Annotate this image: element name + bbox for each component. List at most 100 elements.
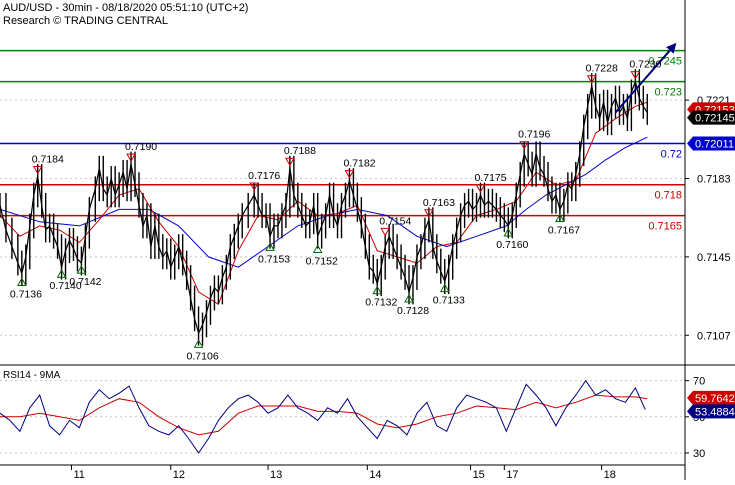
price-badge-text: 0.72145 <box>695 113 735 125</box>
rsi-tick-label: 30 <box>693 448 705 460</box>
swing-high-label: 0.7230 <box>629 59 661 71</box>
price-badge: 0.72145 <box>687 110 735 125</box>
swing-high-label: 0.7154 <box>379 215 411 227</box>
swing-low-marker: 0.7153 <box>258 242 290 265</box>
level-badge-text: 0.72011 <box>695 138 734 150</box>
swing-low-icon <box>555 213 565 222</box>
rsi-badge-shape <box>687 404 735 419</box>
swing-high-marker: 0.7154 <box>379 215 411 237</box>
swing-low-icon <box>265 242 275 251</box>
swing-high-label: 0.7176 <box>248 170 280 182</box>
swing-high-marker: 0.7182 <box>343 158 376 179</box>
swing-low-marker: 0.7167 <box>548 213 580 237</box>
swing-low-label: 0.7153 <box>258 253 290 265</box>
level-label: 0.72 <box>661 148 682 160</box>
swing-high-marker: 0.7175 <box>474 172 507 194</box>
rsi-tick-label: 70 <box>693 376 705 388</box>
swing-low-label: 0.7152 <box>306 255 338 267</box>
swing-high-marker: 0.7188 <box>284 145 316 167</box>
swing-low-label: 0.7128 <box>397 305 429 317</box>
chart-subtitle: Research © TRADING CENTRAL <box>3 15 168 27</box>
swing-low-marker: 0.7136 <box>10 277 42 300</box>
ma-slow-line <box>0 136 648 268</box>
swing-low-icon <box>193 339 204 348</box>
swing-annotations: 0.7184 0.7190 0.7176 0.7188 0.7182 0.7154 0.71… <box>10 59 662 363</box>
rsi-series <box>0 379 648 454</box>
rsi-ma-line <box>0 394 648 436</box>
chart-title: AUD/USD - 30min - 08/18/2020 05:51:10 (U… <box>3 2 248 14</box>
swing-low-icon <box>76 265 87 274</box>
swing-low-label: 0.7160 <box>496 239 528 251</box>
swing-high-label: 0.7228 <box>586 63 618 75</box>
swing-high-icon <box>249 182 260 191</box>
swing-low-label: 0.7140 <box>50 280 82 292</box>
swing-high-icon <box>475 184 486 194</box>
swing-high-icon <box>380 227 391 237</box>
rsi-line <box>0 379 646 454</box>
swing-high-label: 0.7175 <box>474 172 506 184</box>
grid-layer <box>0 99 685 454</box>
swing-low-label: 0.7136 <box>10 288 42 300</box>
swing-high-icon <box>344 170 355 179</box>
price-tick-label: 0.7183 <box>697 174 731 186</box>
swing-low-label: 0.7142 <box>69 276 101 288</box>
swing-high-icon <box>126 153 136 163</box>
swing-high-icon <box>285 157 295 167</box>
swing-high-label: 0.7190 <box>125 141 157 153</box>
swing-high-marker: 0.7196 <box>518 129 550 150</box>
swing-high-icon <box>586 75 597 84</box>
trend-arrow <box>614 42 677 114</box>
x-tick-label: 15 <box>473 469 485 480</box>
swing-high-marker: 0.7228 <box>586 63 618 84</box>
swing-low-marker: 0.7106 <box>187 339 219 362</box>
swing-high-marker: 0.7176 <box>248 170 280 191</box>
rsi-badge: 53.4884 <box>687 404 735 419</box>
rsi-badge: 59.7642 <box>687 390 735 405</box>
swing-low-marker: 0.7140 <box>50 269 82 292</box>
rsi-panel <box>0 365 735 480</box>
level-label: 0.718 <box>654 190 682 202</box>
level-badge: 0.72011 <box>687 136 735 151</box>
level-badge-shape <box>687 136 735 151</box>
price-tick-label: 0.7145 <box>697 252 731 264</box>
rsi-badge-text: 59.7642 <box>695 393 735 405</box>
swing-high-label: 0.7182 <box>343 158 375 170</box>
swing-low-label: 0.7132 <box>365 297 397 309</box>
rsi-badge-shape <box>687 390 735 405</box>
x-tick-label: 12 <box>173 469 185 480</box>
swing-low-label: 0.7167 <box>548 225 580 237</box>
swing-low-marker: 0.7128 <box>397 293 429 317</box>
swing-high-marker: 0.7190 <box>125 141 157 163</box>
swing-high-label: 0.7196 <box>518 129 550 141</box>
swing-low-icon <box>439 283 450 293</box>
rsi-title: RSI14 - 9MA <box>3 370 61 381</box>
axis-labels: 0.72210.71830.71450.71077050301112131415… <box>70 95 731 481</box>
level-label: 0.7165 <box>648 221 682 233</box>
x-tick-label: 18 <box>604 469 616 480</box>
swing-low-label: 0.7133 <box>433 295 465 307</box>
swing-low-icon <box>16 277 27 286</box>
swing-high-icon <box>519 141 530 150</box>
x-tick-label: 13 <box>270 469 282 480</box>
swing-low-label: 0.7106 <box>187 350 219 362</box>
price-series <box>0 42 677 346</box>
swing-low-marker: 0.7142 <box>69 265 102 288</box>
swing-low-icon <box>312 244 323 253</box>
swing-low-marker: 0.7132 <box>365 285 398 309</box>
x-tick-label: 11 <box>73 469 84 480</box>
swing-high-icon <box>630 71 641 80</box>
x-tick-label: 17 <box>506 469 518 480</box>
swing-low-marker: 0.7160 <box>496 227 529 251</box>
swing-low-icon <box>372 285 383 295</box>
swing-high-marker: 0.7163 <box>423 197 455 218</box>
price-line <box>0 79 648 335</box>
swing-high-icon <box>424 209 434 218</box>
rsi-badge-text: 53.4884 <box>695 406 735 418</box>
x-tick-label: 14 <box>369 469 381 480</box>
swing-high-label: 0.7188 <box>284 145 316 157</box>
price-tick-label: 0.7107 <box>697 330 731 342</box>
